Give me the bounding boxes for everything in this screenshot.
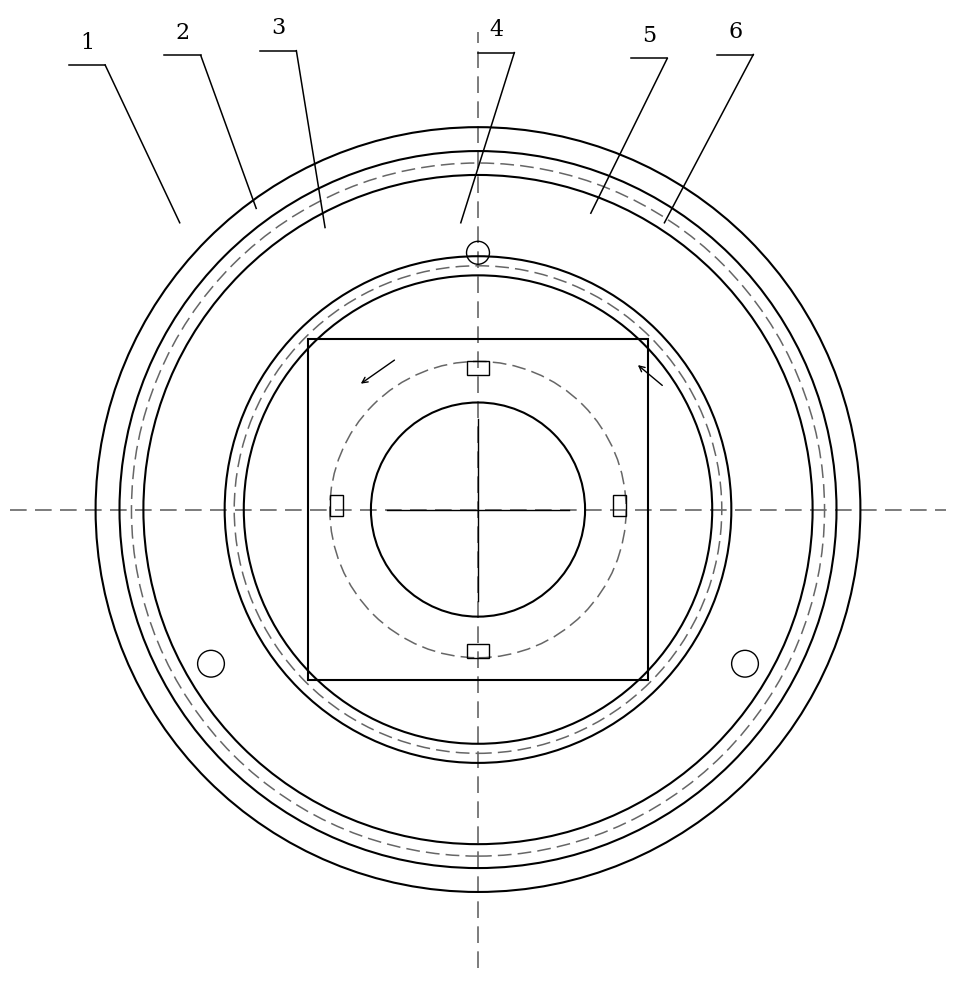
Text: 2: 2 (176, 22, 189, 44)
Text: 4: 4 (489, 19, 503, 41)
Bar (308, 339, 648, 680)
Text: 3: 3 (272, 17, 285, 39)
Bar (330, 495, 343, 516)
Bar (613, 495, 626, 516)
Bar (467, 644, 489, 658)
Bar (467, 361, 489, 375)
Text: 1: 1 (80, 32, 94, 54)
Text: 6: 6 (728, 21, 742, 43)
Text: 5: 5 (642, 25, 656, 47)
